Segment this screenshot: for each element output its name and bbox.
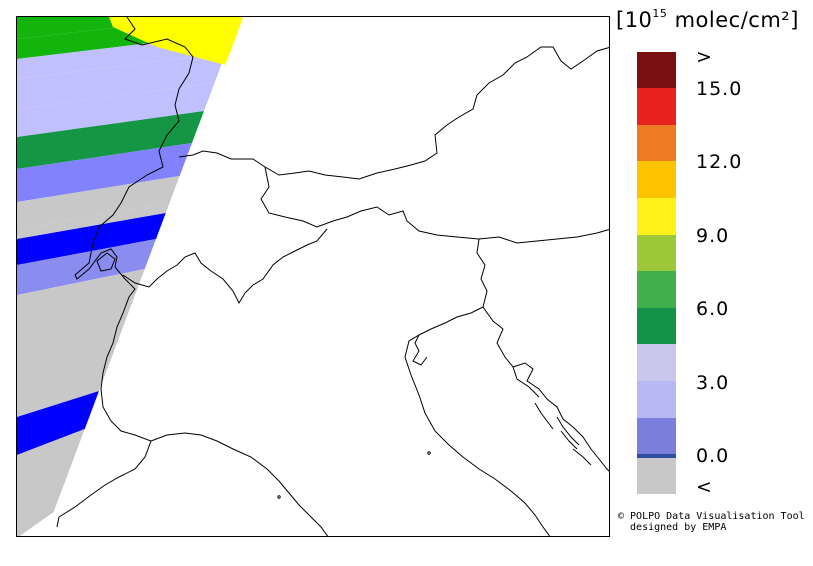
swath-band-periwinkle [17, 143, 192, 202]
swath-band-grey [17, 269, 145, 417]
satellite-swath [17, 17, 609, 536]
swath-band-grey [17, 176, 180, 229]
swath-band-blue [17, 213, 166, 265]
legend-swatch-4-5 [637, 344, 676, 381]
legend-label-9: 9.0 [696, 225, 730, 247]
legend-swatch-12 [637, 161, 676, 198]
swath-band-grey [17, 429, 85, 536]
legend-unit-title: [1015 molec/cm²] [616, 7, 799, 32]
swath-band-darkgreen [17, 111, 204, 169]
credit-line-2: designed by EMPA [618, 522, 727, 533]
map-background [64, 17, 609, 536]
legend-label-6: 6.0 [696, 298, 730, 320]
legend-swatch-6 [637, 308, 676, 344]
legend-swatch-above [637, 52, 676, 88]
swath-band-lavender [17, 83, 215, 137]
map-area [16, 16, 610, 537]
legend-swatch-10-5 [637, 198, 676, 235]
legend-label-15: 15.0 [696, 78, 743, 100]
swath-band-lavender [17, 53, 226, 109]
legend-swatch-7-5 [637, 271, 676, 308]
legend-label-above: > [696, 46, 713, 68]
legend-swatch-3 [637, 381, 676, 418]
color-scale-bar [637, 52, 676, 494]
legend-swatch-13-5 [637, 125, 676, 161]
legend-label-below: < [696, 476, 713, 498]
legend-swatch-9 [637, 235, 676, 271]
legend-swatch-1-5 [637, 418, 676, 454]
legend-label-0: 0.0 [696, 445, 730, 467]
swath-band-yellow [109, 17, 243, 65]
swath-band-blue [17, 391, 99, 455]
swath-band-lightblue [17, 239, 156, 295]
swath-band-grey [17, 203, 170, 239]
legend-label-3: 3.0 [696, 372, 730, 394]
legend-swatch-15 [637, 88, 676, 125]
country-borders [56, 17, 609, 536]
legend-swatch-below [637, 458, 676, 494]
legend-label-12: 12.0 [696, 151, 743, 173]
map-svg [17, 17, 609, 536]
credit-line-1: © POLPO Data Visualisation Tool [618, 511, 805, 522]
credit-text: © POLPO Data Visualisation Tool designed… [618, 511, 805, 533]
